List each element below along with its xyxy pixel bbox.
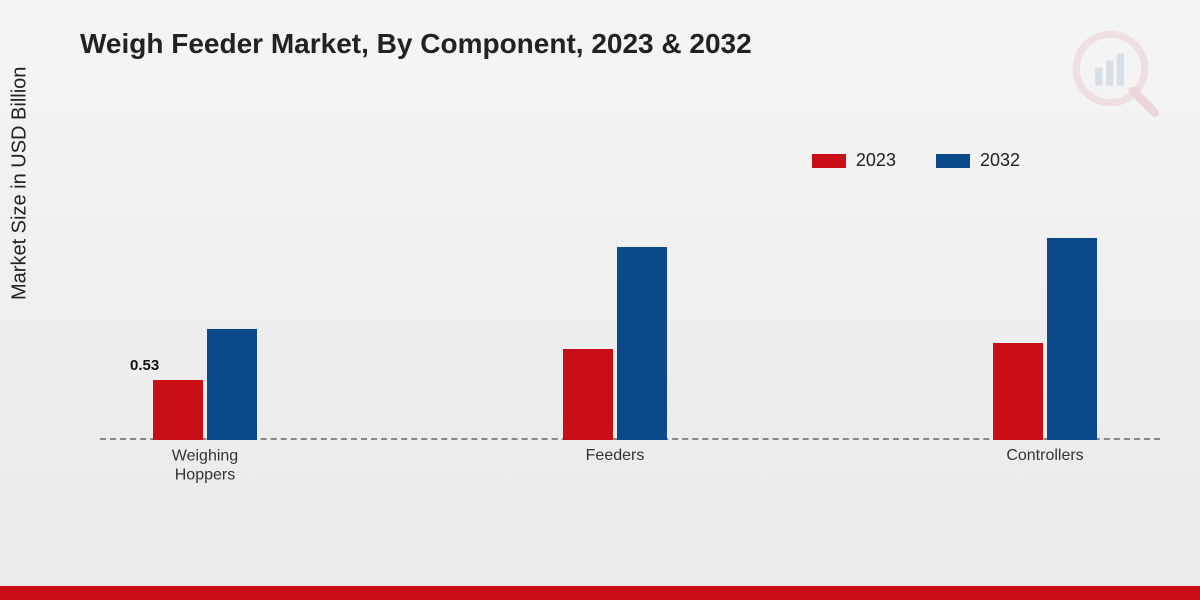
watermark-logo: [1070, 28, 1160, 118]
bar: [563, 349, 613, 440]
footer-accent-bar: [0, 586, 1200, 600]
legend: 2023 2032: [812, 150, 1020, 171]
x-axis-category-label: WeighingHoppers: [130, 446, 280, 484]
chart-title: Weigh Feeder Market, By Component, 2023 …: [80, 28, 752, 60]
bar: [993, 343, 1043, 440]
bar-group: Controllers: [970, 238, 1120, 440]
bar: [153, 380, 203, 440]
legend-label: 2032: [980, 150, 1020, 171]
legend-swatch: [812, 154, 846, 168]
legend-item-2032: 2032: [936, 150, 1020, 171]
plot-area: 0.53WeighingHoppers Feeders Controllers: [100, 190, 1160, 480]
y-axis-label: Market Size in USD Billion: [9, 67, 32, 300]
bar: [1047, 238, 1097, 440]
x-axis-category-label: Controllers: [970, 446, 1120, 465]
bar: [617, 247, 667, 440]
bar-group: Feeders: [540, 247, 690, 440]
bar-value-label: 0.53: [130, 357, 159, 374]
legend-item-2023: 2023: [812, 150, 896, 171]
bar-group: 0.53WeighingHoppers: [130, 329, 280, 440]
legend-label: 2023: [856, 150, 896, 171]
legend-swatch: [936, 154, 970, 168]
bar: [207, 329, 257, 440]
x-axis-category-label: Feeders: [540, 446, 690, 465]
